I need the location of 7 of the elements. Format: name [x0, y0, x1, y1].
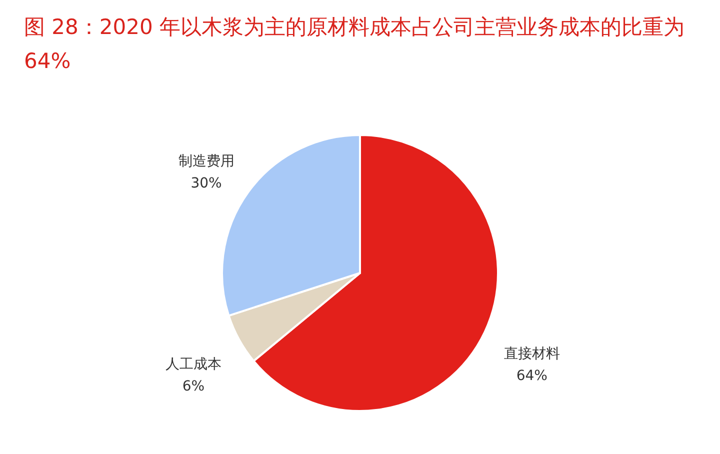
chart-title: 图 28：2020 年以木浆为主的原材料成本占公司主营业务成本的比重为 64% — [24, 14, 686, 75]
data-label: 6% — [182, 378, 205, 395]
data-label: 64% — [516, 368, 548, 384]
data-label: 30% — [190, 175, 222, 192]
slice-label: 直接材料 — [504, 346, 560, 362]
slice-label: 人工成本 — [166, 356, 222, 373]
slice-label: 制造费用 — [178, 153, 234, 170]
